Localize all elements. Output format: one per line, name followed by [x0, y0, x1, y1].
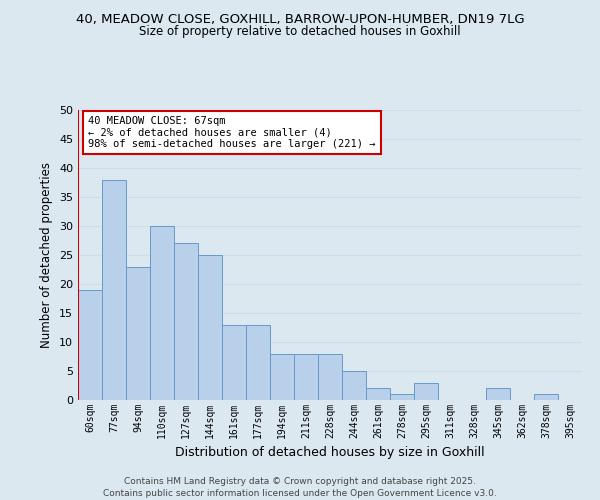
Bar	[534, 394, 558, 400]
Bar	[78, 290, 102, 400]
Bar	[102, 180, 126, 400]
Bar	[126, 266, 150, 400]
Bar	[198, 255, 222, 400]
Bar	[486, 388, 510, 400]
Bar	[414, 382, 438, 400]
Text: 40 MEADOW CLOSE: 67sqm
← 2% of detached houses are smaller (4)
98% of semi-detac: 40 MEADOW CLOSE: 67sqm ← 2% of detached …	[88, 116, 376, 149]
Bar	[150, 226, 174, 400]
Text: Size of property relative to detached houses in Goxhill: Size of property relative to detached ho…	[139, 25, 461, 38]
Bar	[270, 354, 294, 400]
Bar	[174, 244, 198, 400]
Bar	[318, 354, 342, 400]
Y-axis label: Number of detached properties: Number of detached properties	[40, 162, 53, 348]
Text: 40, MEADOW CLOSE, GOXHILL, BARROW-UPON-HUMBER, DN19 7LG: 40, MEADOW CLOSE, GOXHILL, BARROW-UPON-H…	[76, 12, 524, 26]
Bar	[246, 324, 270, 400]
Bar	[390, 394, 414, 400]
X-axis label: Distribution of detached houses by size in Goxhill: Distribution of detached houses by size …	[175, 446, 485, 460]
Text: Contains public sector information licensed under the Open Government Licence v3: Contains public sector information licen…	[103, 489, 497, 498]
Bar	[222, 324, 246, 400]
Bar	[366, 388, 390, 400]
Bar	[342, 371, 366, 400]
Text: Contains HM Land Registry data © Crown copyright and database right 2025.: Contains HM Land Registry data © Crown c…	[124, 478, 476, 486]
Bar	[294, 354, 318, 400]
